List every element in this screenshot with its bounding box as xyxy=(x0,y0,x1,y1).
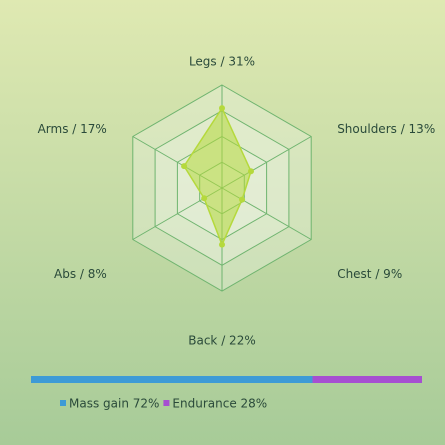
axis-label: Arms / 17% xyxy=(38,122,107,136)
data-point xyxy=(239,196,246,203)
axis-label: Chest / 9% xyxy=(337,267,402,281)
data-point xyxy=(219,241,225,248)
axis-label: Legs / 31% xyxy=(189,55,255,69)
legend-label: Endurance 28% xyxy=(172,397,267,411)
axis-label: Back / 22% xyxy=(188,334,255,348)
bar-segment xyxy=(31,376,313,383)
data-point xyxy=(201,195,208,202)
data-point xyxy=(219,105,225,112)
legend-swatch xyxy=(163,400,170,406)
data-point xyxy=(247,168,254,175)
data-point xyxy=(181,163,188,170)
legend-swatch xyxy=(60,400,66,406)
legend-label: Mass gain 72% xyxy=(69,397,159,411)
axis-label: Shoulders / 13% xyxy=(337,122,435,136)
bar-segment xyxy=(312,376,422,383)
axis-label: Abs / 8% xyxy=(54,267,107,281)
